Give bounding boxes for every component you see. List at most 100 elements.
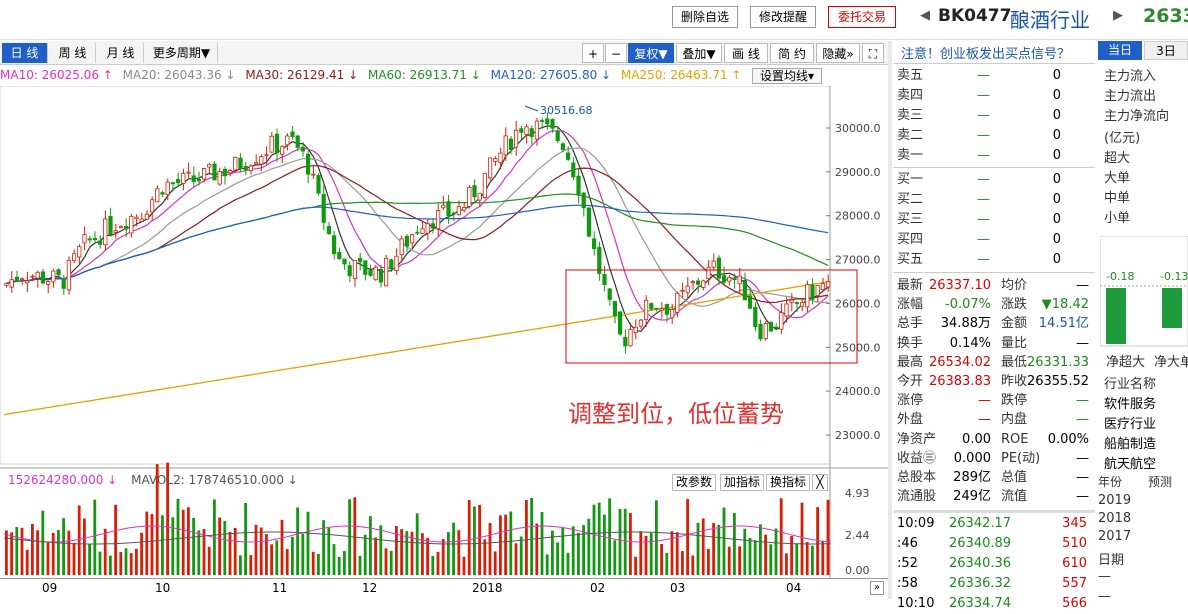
buy-price: — bbox=[977, 212, 990, 227]
hide-button[interactable]: 隐藏» bbox=[816, 43, 860, 63]
sell-volume: 0 bbox=[1052, 68, 1061, 83]
quote-label: 最高 bbox=[897, 354, 924, 370]
volume-bar bbox=[249, 555, 253, 575]
tab-today[interactable]: 当日 bbox=[1098, 41, 1142, 60]
candle-body bbox=[690, 281, 696, 284]
volume-bar bbox=[135, 548, 138, 575]
tab-more-periods[interactable]: 更多周期▼ bbox=[146, 43, 218, 63]
industry-item[interactable]: 航天航空 bbox=[1104, 457, 1157, 472]
quote-value: — bbox=[1076, 470, 1089, 485]
candle-body bbox=[524, 126, 529, 135]
quote-value: — bbox=[978, 393, 991, 409]
flow-bar-chart: -0.18 -0.13 bbox=[1100, 236, 1188, 347]
candle-body bbox=[357, 257, 363, 263]
volume-bar bbox=[311, 551, 315, 575]
volume-bar bbox=[25, 549, 29, 575]
industry-item[interactable]: 软件服务 bbox=[1104, 397, 1157, 412]
ma10-label: MA10: 26025.06 ↑ bbox=[0, 68, 113, 82]
candle-body bbox=[508, 138, 514, 150]
tick-time: :52 bbox=[897, 556, 918, 572]
scroll-right-icon[interactable]: » bbox=[870, 581, 884, 595]
tick-row: :58 26336.32 557 bbox=[897, 574, 1091, 594]
quote-row: 涨幅 -0.07% 涨跌 ▼18.42 bbox=[897, 295, 1091, 314]
tick-price: 26340.36 bbox=[949, 556, 1012, 572]
volume-bar bbox=[587, 518, 591, 575]
buy-price: — bbox=[977, 172, 990, 187]
volume-bar bbox=[431, 555, 435, 575]
volume-bar bbox=[415, 513, 419, 575]
panel-splitter[interactable] bbox=[888, 41, 892, 599]
tab-3day[interactable]: 3日 bbox=[1144, 41, 1188, 60]
volume-bar bbox=[327, 528, 331, 575]
add-indicator-button[interactable]: 加指标 bbox=[720, 474, 764, 491]
volume-bar bbox=[504, 514, 507, 575]
volume-bar bbox=[145, 511, 149, 575]
edit-params-button[interactable]: 改参数 bbox=[672, 474, 716, 491]
remove-watchlist-button[interactable]: 删除自选 bbox=[672, 6, 738, 28]
quote-row: 外盘 — 内盘 — bbox=[897, 410, 1091, 429]
volume-bar bbox=[603, 514, 606, 575]
volume-bar bbox=[140, 532, 143, 575]
volume-bar bbox=[452, 522, 455, 575]
prev-arrow-icon[interactable]: ◀ bbox=[920, 8, 930, 23]
kline-chart[interactable]: 30000.0 29000.0 28000.0 27000.0 26000.0 25000… bbox=[0, 86, 888, 578]
volume-bar bbox=[795, 543, 799, 575]
simple-button[interactable]: 简 约 bbox=[770, 43, 814, 63]
volume-bar bbox=[660, 543, 663, 575]
zoom-out-button[interactable]: − bbox=[605, 43, 627, 63]
volume-bar bbox=[712, 523, 715, 575]
sell-volume: 0 bbox=[1052, 108, 1061, 123]
volume-bar bbox=[499, 515, 502, 575]
ma60-label: MA60: 26913.71 ↓ bbox=[367, 68, 481, 82]
zoom-in-button[interactable]: + bbox=[582, 43, 604, 63]
tab-weekly[interactable]: 周 线 bbox=[50, 43, 96, 63]
sell-label: 卖五 bbox=[897, 68, 924, 83]
tab-monthly[interactable]: 月 线 bbox=[98, 43, 144, 63]
ma10-line bbox=[6, 129, 829, 321]
price-axis-tick: 28000.0 bbox=[835, 210, 881, 223]
date-tick: 04 bbox=[786, 581, 802, 595]
buy-row: 买五 — 0 bbox=[897, 250, 1091, 270]
volume-bar bbox=[265, 534, 268, 575]
overlay-button[interactable]: 叠加▼ bbox=[676, 43, 722, 63]
year-header: 年份 bbox=[1098, 475, 1123, 489]
candle-body bbox=[493, 158, 498, 162]
edit-alert-button[interactable]: 修改提醒 bbox=[750, 6, 816, 28]
trade-button[interactable]: 委托交易 bbox=[828, 6, 896, 28]
fullscreen-icon[interactable]: ⛶ bbox=[862, 43, 884, 63]
candle-body bbox=[4, 283, 9, 286]
volume-bar bbox=[748, 537, 752, 575]
industry-item[interactable]: 医疗行业 bbox=[1104, 417, 1157, 432]
industry-header: 行业名称 bbox=[1104, 377, 1157, 392]
set-ma-button[interactable]: 设置均线▾ bbox=[752, 68, 822, 84]
industry-item[interactable]: 船舶制造 bbox=[1104, 437, 1157, 452]
adjust-button[interactable]: 复权▼ bbox=[628, 43, 674, 63]
candle-body bbox=[186, 171, 191, 174]
flow-item: 超大 bbox=[1104, 151, 1131, 166]
candle-body bbox=[269, 135, 274, 153]
notice-link[interactable]: 注意！创业板发出买点信号？ bbox=[901, 47, 1071, 62]
candle-body bbox=[103, 218, 108, 246]
flow-bar bbox=[1106, 288, 1126, 344]
candle-body bbox=[805, 284, 810, 308]
candle-body bbox=[373, 266, 378, 281]
close-indicator-icon[interactable]: ╳ bbox=[812, 474, 828, 491]
price-axis-tick: 30000.0 bbox=[835, 122, 881, 135]
switch-indicator-button[interactable]: 换指标 bbox=[766, 474, 810, 491]
candle-body bbox=[597, 246, 602, 274]
date-tick: 02 bbox=[590, 581, 606, 595]
sell-volume: 0 bbox=[1052, 148, 1061, 163]
date-tick: 12 bbox=[362, 581, 378, 595]
date-tick: 09 bbox=[42, 581, 58, 595]
volume-bar bbox=[467, 500, 471, 575]
candle-body bbox=[201, 168, 207, 180]
sell-row: 卖二 — 0 bbox=[897, 126, 1091, 146]
volume-bar bbox=[597, 502, 601, 575]
volume-bar bbox=[275, 540, 279, 575]
flow-item: 中单 bbox=[1104, 191, 1131, 206]
volume-bar bbox=[31, 523, 34, 575]
next-arrow-icon[interactable]: ▶ bbox=[1113, 8, 1123, 23]
tab-daily[interactable]: 日 线 bbox=[2, 43, 48, 63]
candle-body bbox=[394, 255, 399, 271]
draw-line-button[interactable]: 画 线 bbox=[724, 43, 768, 63]
